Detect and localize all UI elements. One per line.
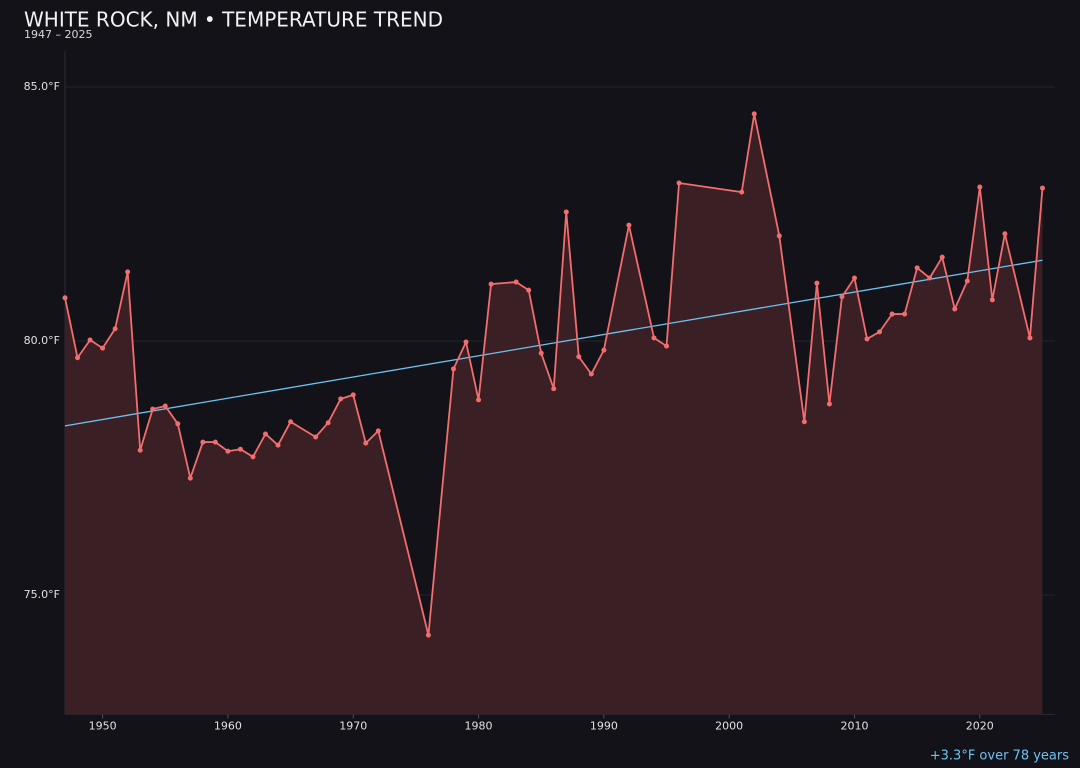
point <box>513 279 519 285</box>
point <box>263 431 269 437</box>
x-tick-label: 2020 <box>966 719 994 732</box>
chart-subtitle: 1947 – 2025 <box>24 28 92 41</box>
point <box>288 419 294 425</box>
point <box>739 189 745 195</box>
point <box>864 336 870 342</box>
x-tick-label: 1960 <box>214 719 242 732</box>
point <box>839 294 845 300</box>
point <box>225 448 231 454</box>
point <box>425 632 431 638</box>
point <box>350 392 356 398</box>
y-tick-label: 80.0°F <box>24 334 60 347</box>
point <box>175 421 181 427</box>
point <box>877 329 883 335</box>
point <box>87 337 93 343</box>
point <box>313 434 319 440</box>
point <box>952 306 958 312</box>
x-tick-label: 1950 <box>89 719 117 732</box>
point <box>676 180 682 186</box>
x-tick-label: 2010 <box>840 719 868 732</box>
point <box>576 354 582 360</box>
point <box>914 265 920 271</box>
x-tick-label: 1990 <box>590 719 618 732</box>
point <box>801 419 807 425</box>
point <box>538 350 544 356</box>
point <box>1039 185 1045 191</box>
point <box>927 275 933 281</box>
point <box>488 281 494 287</box>
point <box>338 396 344 402</box>
point <box>125 269 131 275</box>
point <box>100 345 106 351</box>
point <box>814 280 820 286</box>
point <box>563 209 569 215</box>
point <box>1027 335 1033 341</box>
point <box>1002 231 1008 237</box>
point <box>137 447 143 453</box>
point <box>989 297 995 303</box>
point <box>751 111 757 117</box>
point <box>325 420 331 426</box>
point <box>851 275 857 281</box>
point <box>601 347 607 353</box>
point <box>450 366 456 372</box>
point <box>275 442 281 448</box>
point <box>551 386 557 392</box>
point <box>187 475 193 481</box>
point <box>162 403 168 409</box>
point <box>776 233 782 239</box>
y-tick-label: 85.0°F <box>24 80 60 93</box>
point <box>112 326 118 332</box>
line <box>64 113 1044 636</box>
point <box>250 454 256 460</box>
point <box>237 446 243 452</box>
x-tick-label: 1970 <box>339 719 367 732</box>
point <box>75 355 81 361</box>
y-tick-label: 75.0°F <box>24 588 60 601</box>
point <box>902 311 908 317</box>
point <box>476 397 482 403</box>
point <box>651 335 657 341</box>
x-tick-label: 2000 <box>715 719 743 732</box>
area <box>65 113 1043 715</box>
annotation: +3.3°F over 78 years <box>930 749 1069 764</box>
point <box>964 278 970 284</box>
point <box>463 339 469 345</box>
point <box>588 371 594 377</box>
point <box>889 311 895 317</box>
point <box>939 254 945 260</box>
trend-line <box>64 259 1043 427</box>
point <box>664 343 670 349</box>
point <box>375 428 381 434</box>
point <box>212 439 218 445</box>
point <box>626 222 632 228</box>
point <box>62 295 68 301</box>
point <box>200 439 206 445</box>
point <box>977 184 983 190</box>
point <box>526 287 532 293</box>
chart-title: WHITE ROCK, NM • TEMPERATURE TREND <box>24 8 443 32</box>
x-tick-label: 1980 <box>465 719 493 732</box>
point <box>363 440 369 446</box>
point <box>826 401 832 407</box>
point <box>150 406 156 412</box>
